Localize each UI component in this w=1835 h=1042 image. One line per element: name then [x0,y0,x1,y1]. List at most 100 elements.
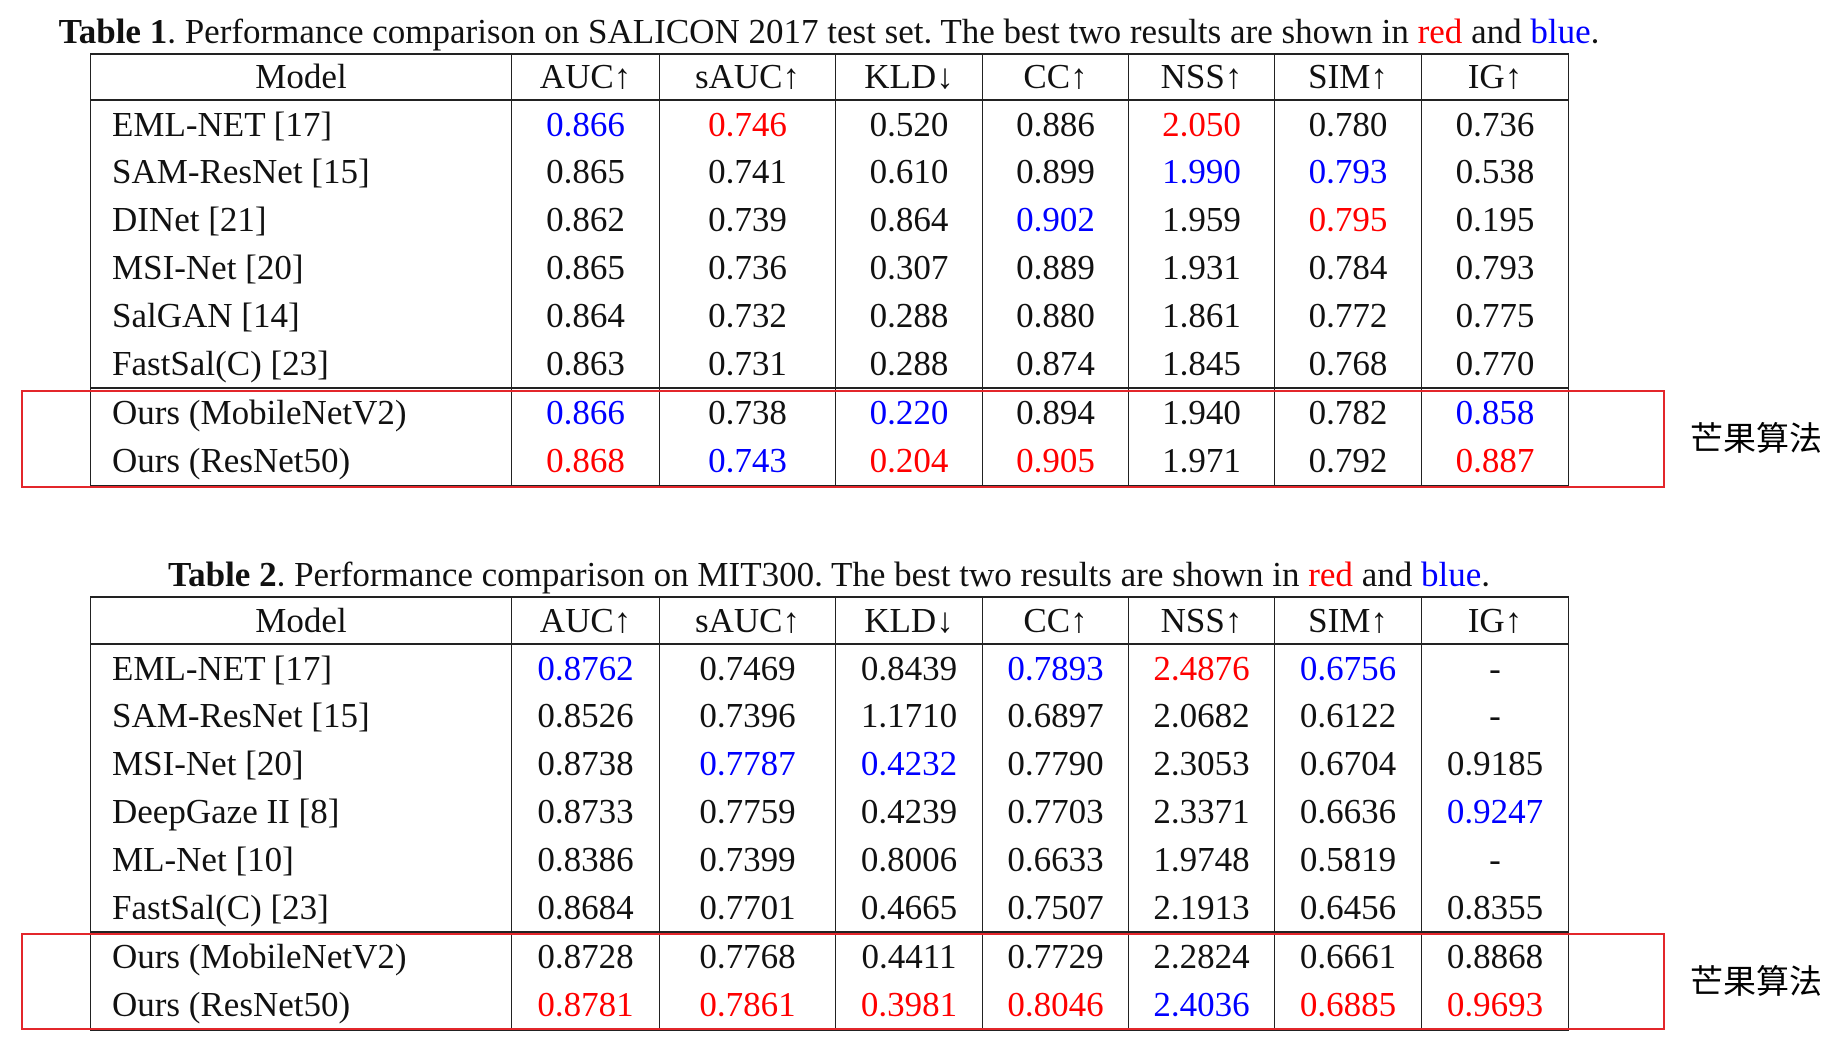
column-header-ig: IG↑ [1421,53,1569,101]
sim-value: 0.5819 [1274,836,1422,884]
sauc-value: 0.731 [659,340,836,388]
sim-value: 0.792 [1274,437,1422,487]
sauc-value: 0.7399 [659,836,836,884]
sauc-value: 0.7469 [659,644,836,692]
kld-value: 0.8006 [835,836,983,884]
auc-value: 0.8684 [511,884,660,932]
ig-value: - [1421,836,1569,884]
sim-value: 0.6756 [1274,644,1422,692]
caption-text: . Performance comparison on SALICON 2017… [167,12,1418,51]
model-name: Ours (ResNet50) [90,437,512,487]
model-name: DeepGaze II [8] [90,788,512,836]
column-header-cc: CC↑ [982,53,1129,101]
sim-value: 0.793 [1274,148,1422,196]
column-header-sauc: sAUC↑ [659,596,836,645]
column-header-kld: KLD↓ [835,53,983,101]
auc-value: 0.863 [511,340,660,388]
model-name: Ours (ResNet50) [90,981,512,1031]
ours-row: Ours (ResNet50) 0.868 0.743 0.204 0.905 1.971… [90,437,1569,487]
cc-value: 0.894 [982,387,1129,437]
sim-value: 0.6456 [1274,884,1422,932]
table-row: MSI-Net [20] 0.8738 0.7787 0.4232 0.7790 2.30… [90,740,1569,788]
kld-value: 0.307 [835,244,983,292]
sauc-value: 0.743 [659,437,836,487]
nss-value: 2.3371 [1128,788,1275,836]
ours-row: Ours (ResNet50) 0.8781 0.7861 0.3981 0.8046 2… [90,981,1569,1031]
auc-value: 0.8762 [511,644,660,692]
cc-value: 0.899 [982,148,1129,196]
table-row: SAM-ResNet [15] 0.8526 0.7396 1.1710 0.6897 2… [90,692,1569,740]
ig-value: 0.9185 [1421,740,1569,788]
nss-value: 2.0682 [1128,692,1275,740]
nss-value: 1.861 [1128,292,1275,340]
nss-value: 1.931 [1128,244,1275,292]
cc-value: 0.6633 [982,836,1129,884]
caption-text: . Performance comparison on MIT300. The … [276,555,1309,594]
cc-value: 0.7507 [982,884,1129,932]
table-row: ML-Net [10] 0.8386 0.7399 0.8006 0.6633 1.974… [90,836,1569,884]
model-name: SAM-ResNet [15] [90,692,512,740]
kld-value: 1.1710 [835,692,983,740]
ig-value: 0.887 [1421,437,1569,487]
column-header-model: Model [90,53,512,101]
nss-value: 1.9748 [1128,836,1275,884]
caption-blue-word: blue [1420,555,1482,594]
ig-value: 0.538 [1421,148,1569,196]
table-header: Model AUC↑ sAUC↑ KLD↓ CC↑ NSS↑ SIM↑ IG↑ [90,53,1569,101]
sauc-value: 0.739 [659,196,836,244]
cc-value: 0.6897 [982,692,1129,740]
table-row: EML-NET [17] 0.8762 0.7469 0.8439 0.7893 2.48… [90,644,1569,692]
kld-value: 0.288 [835,292,983,340]
sim-value: 0.780 [1274,100,1422,148]
highlight-box [21,390,1665,488]
sim-value: 0.6661 [1274,931,1422,981]
ours-row: Ours (MobileNetV2) 0.866 0.738 0.220 0.894 1.… [90,387,1569,437]
cc-value: 0.874 [982,340,1129,388]
model-name: SalGAN [14] [90,292,512,340]
caption-joiner: and [1462,12,1531,51]
caption-end: . [1481,555,1490,594]
caption-blue-word: blue [1530,12,1591,51]
ig-value: 0.195 [1421,196,1569,244]
ours-rows: Ours (MobileNetV2) 0.8728 0.7768 0.4411 0.77… [90,931,1569,1031]
table-row: EML-NET [17] 0.866 0.746 0.520 0.886 2.050 0.7… [90,100,1569,148]
column-header-kld: KLD↓ [835,596,983,645]
baseline-rows: EML-NET [17] 0.866 0.746 0.520 0.886 2.050 0.7… [90,100,1569,388]
table-row: DeepGaze II [8] 0.8733 0.7759 0.4239 0.7703 2… [90,788,1569,836]
table-row: FastSal(C) [23] 0.8684 0.7701 0.4665 0.7507 2… [90,884,1569,932]
column-header-auc: AUC↑ [511,596,660,645]
kld-value: 0.4239 [835,788,983,836]
sim-value: 0.768 [1274,340,1422,388]
kld-value: 0.4411 [835,931,983,981]
kld-value: 0.220 [835,387,983,437]
sim-value: 0.6636 [1274,788,1422,836]
ig-value: 0.736 [1421,100,1569,148]
cc-value: 0.880 [982,292,1129,340]
sauc-value: 0.7759 [659,788,836,836]
table-row: SalGAN [14] 0.864 0.732 0.288 0.880 1.861 0.77… [90,292,1569,340]
auc-value: 0.862 [511,196,660,244]
caption-label: Table 1 [58,12,168,51]
cc-value: 0.886 [982,100,1129,148]
column-header-nss: NSS↑ [1128,596,1275,645]
auc-value: 0.865 [511,148,660,196]
sauc-value: 0.736 [659,244,836,292]
column-header-sim: SIM↑ [1274,53,1422,101]
cc-value: 0.7790 [982,740,1129,788]
kld-value: 0.520 [835,100,983,148]
baseline-rows: EML-NET [17] 0.8762 0.7469 0.8439 0.7893 2.48… [90,644,1569,932]
ig-value: - [1421,692,1569,740]
model-name: SAM-ResNet [15] [90,148,512,196]
ig-value: 0.8355 [1421,884,1569,932]
auc-value: 0.8738 [511,740,660,788]
ig-value: 0.8868 [1421,931,1569,981]
sim-value: 0.6704 [1274,740,1422,788]
nss-value: 2.4876 [1128,644,1275,692]
sim-value: 0.784 [1274,244,1422,292]
auc-value: 0.866 [511,100,660,148]
side-annotation: 芒果算法 [1690,419,1822,458]
model-name: MSI-Net [20] [90,740,512,788]
highlight-box [21,933,1665,1030]
ours-rows: Ours (MobileNetV2) 0.866 0.738 0.220 0.894 1.… [90,387,1569,487]
table-2-caption: Table 2. Performance comparison on MIT30… [0,555,1658,595]
